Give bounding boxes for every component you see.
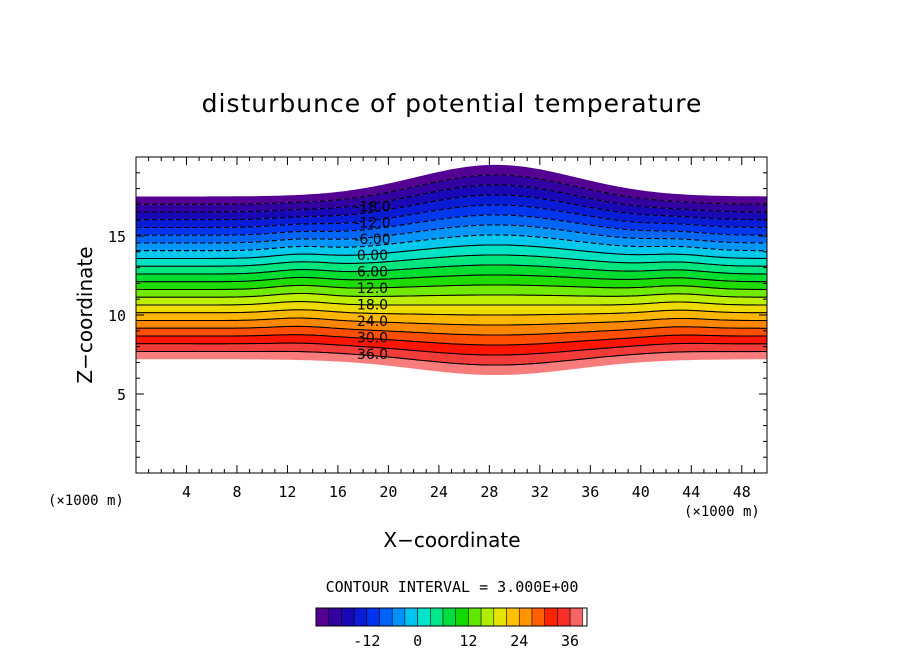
colorbar-segment — [480, 607, 495, 627]
y-tick-label: 15 — [108, 228, 126, 246]
contour-line — [136, 342, 767, 356]
contour-lines — [136, 174, 767, 366]
contour-label: -6.00 — [354, 232, 390, 248]
contour-line — [136, 194, 767, 221]
x-tick-label: 48 — [733, 483, 751, 501]
axis-ticks — [136, 157, 767, 473]
x-tick-label: 24 — [430, 483, 448, 501]
colorbar-segment — [506, 607, 520, 627]
contour-band — [136, 184, 767, 220]
colorbar — [315, 607, 584, 627]
colorbar-segment — [442, 607, 456, 627]
colorbar-segment — [328, 607, 342, 627]
colorbar-segment — [569, 607, 584, 627]
contour-label: -18.0 — [354, 200, 390, 216]
colorbar-frame — [315, 607, 588, 627]
contour-label: 18.0 — [357, 297, 388, 313]
colorbar-segment — [430, 607, 444, 627]
contour-line — [136, 284, 767, 291]
colorbar-segment — [315, 607, 329, 627]
contour-line — [136, 224, 767, 244]
x-tick-label: 32 — [531, 483, 549, 501]
contour-line — [136, 204, 767, 229]
contour-line — [136, 292, 767, 298]
contour-line — [136, 234, 767, 252]
x-tick-label: 8 — [232, 483, 241, 501]
contour-label: 12.0 — [357, 281, 388, 297]
colorbar-segment — [531, 607, 545, 627]
contour-line — [136, 350, 767, 366]
colorbar-tick-label: -12 — [353, 632, 380, 650]
contour-band — [136, 164, 767, 205]
contour-labels: -18.0-12.0-6.000.006.0012.018.024.030.03… — [354, 200, 390, 364]
colorbar-segment — [341, 607, 355, 627]
x-tick-label: 16 — [329, 483, 347, 501]
colorbar-segment — [519, 607, 533, 627]
y-tick-labels: 5 10 15 — [108, 228, 126, 404]
x-tick-label: 28 — [480, 483, 498, 501]
contour-label: 36.0 — [357, 347, 388, 363]
contour-label: 6.00 — [357, 265, 388, 281]
contour-band — [136, 343, 767, 365]
colorbar-segment — [455, 607, 469, 627]
x-tick-labels: 4 8 12 16 20 24 28 32 36 40 44 48 — [182, 483, 751, 501]
contour-line — [136, 244, 767, 260]
contour-band — [136, 275, 767, 290]
x-tick-label: 36 — [581, 483, 599, 501]
y-tick-label: 5 — [117, 386, 126, 404]
colorbar-tick-label: 0 — [413, 632, 422, 650]
contour-label: -12.0 — [354, 216, 390, 232]
x-unit-label: (×1000 m) — [684, 504, 760, 520]
contour-line — [136, 334, 767, 346]
contour-label: 30.0 — [357, 331, 388, 347]
colorbar-segment — [404, 607, 418, 627]
contour-band — [136, 194, 767, 228]
contour-line — [136, 301, 767, 306]
colorbar-segment — [544, 607, 558, 627]
colorbar-tick-labels: -12 0 12 24 36 — [353, 632, 579, 650]
y-tick-label: 10 — [108, 307, 126, 325]
contour-line — [136, 254, 767, 267]
x-axis-label: X−coordinate — [383, 528, 520, 552]
contour-line — [136, 184, 767, 213]
colorbar-tick-label: 36 — [561, 632, 579, 650]
contour-line — [136, 214, 767, 236]
contour-band — [136, 174, 767, 212]
chart-title: disturbunce of potential temperature — [202, 89, 703, 118]
x-tick-label: 12 — [278, 483, 296, 501]
contour-band — [136, 245, 767, 267]
contour-label: 0.00 — [357, 248, 388, 264]
contour-line — [136, 317, 767, 326]
contour-line — [136, 274, 767, 283]
contour-line — [136, 325, 767, 336]
contour-line — [136, 174, 767, 205]
contour-label: 24.0 — [357, 314, 388, 330]
x-tick-label: 4 — [182, 483, 191, 501]
colorbar-segment — [353, 607, 368, 627]
colorbar-segment — [557, 607, 571, 627]
x-tick-label: 40 — [632, 483, 650, 501]
colorbar-segment — [391, 607, 406, 627]
y-unit-label: (×1000 m) — [48, 493, 124, 509]
colorbar-tick-label: 24 — [510, 632, 528, 650]
colorbar-segment — [468, 607, 482, 627]
colorbar-segment — [366, 607, 380, 627]
contour-line — [136, 264, 767, 275]
colorbar-segment — [493, 607, 507, 627]
colorbar-tick-label: 12 — [459, 632, 477, 650]
colorbar-segment — [417, 607, 431, 627]
colorbar-segment — [379, 607, 393, 627]
contour-band — [136, 255, 767, 274]
contour-interval-text: CONTOUR INTERVAL = 3.000E+00 — [326, 578, 579, 596]
contour-line — [136, 309, 767, 316]
x-tick-label: 20 — [379, 483, 397, 501]
x-tick-label: 44 — [682, 483, 700, 501]
y-axis-label: Z−coordinate — [73, 246, 97, 383]
